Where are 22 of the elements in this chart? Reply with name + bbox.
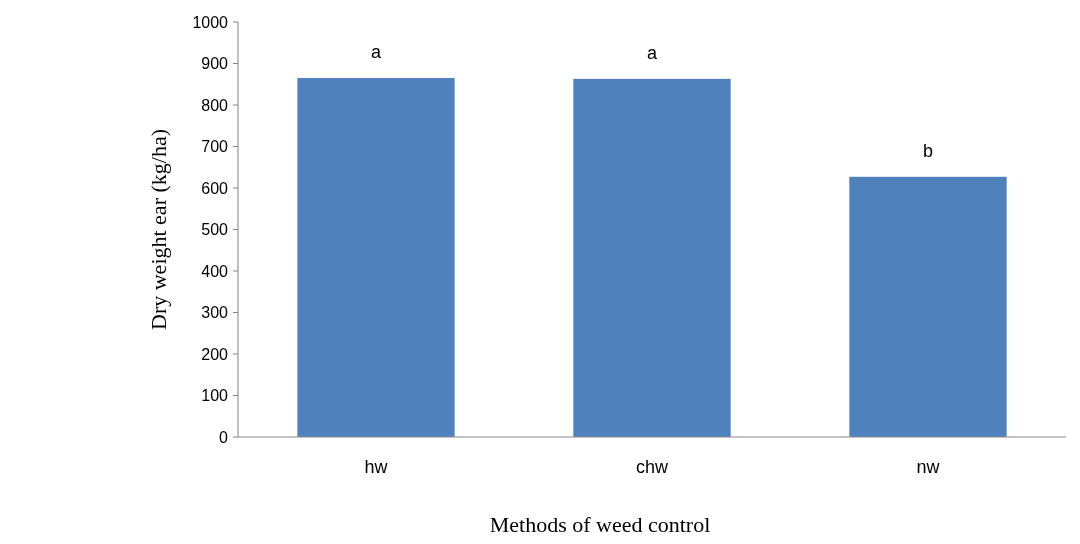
x-tick-label: hw <box>364 457 389 477</box>
y-tick-label: 200 <box>201 345 229 363</box>
y-tick-label: 100 <box>201 387 229 405</box>
bar <box>849 176 1007 437</box>
y-tick-label: 400 <box>201 262 229 280</box>
y-tick-label: 900 <box>201 55 229 73</box>
annotation: a <box>646 42 658 63</box>
y-axis-title: Dry weight ear (kg/ha) <box>146 129 171 330</box>
y-tick-label: 1000 <box>192 13 229 31</box>
y-tick-label: 0 <box>219 428 229 446</box>
y-tick-label: 800 <box>201 96 229 114</box>
y-tick-label: 300 <box>201 304 229 322</box>
y-tick-label: 500 <box>201 221 229 239</box>
bar <box>573 78 731 437</box>
x-axis-title: Methods of weed control <box>489 512 711 537</box>
x-tick-label: chw <box>635 457 669 477</box>
y-tick-label: 600 <box>201 179 229 197</box>
annotation: b <box>922 140 934 161</box>
annotation: a <box>370 42 382 63</box>
y-tick-label: 700 <box>201 138 229 156</box>
bar <box>297 78 455 437</box>
x-tick-label: nw <box>916 457 941 477</box>
